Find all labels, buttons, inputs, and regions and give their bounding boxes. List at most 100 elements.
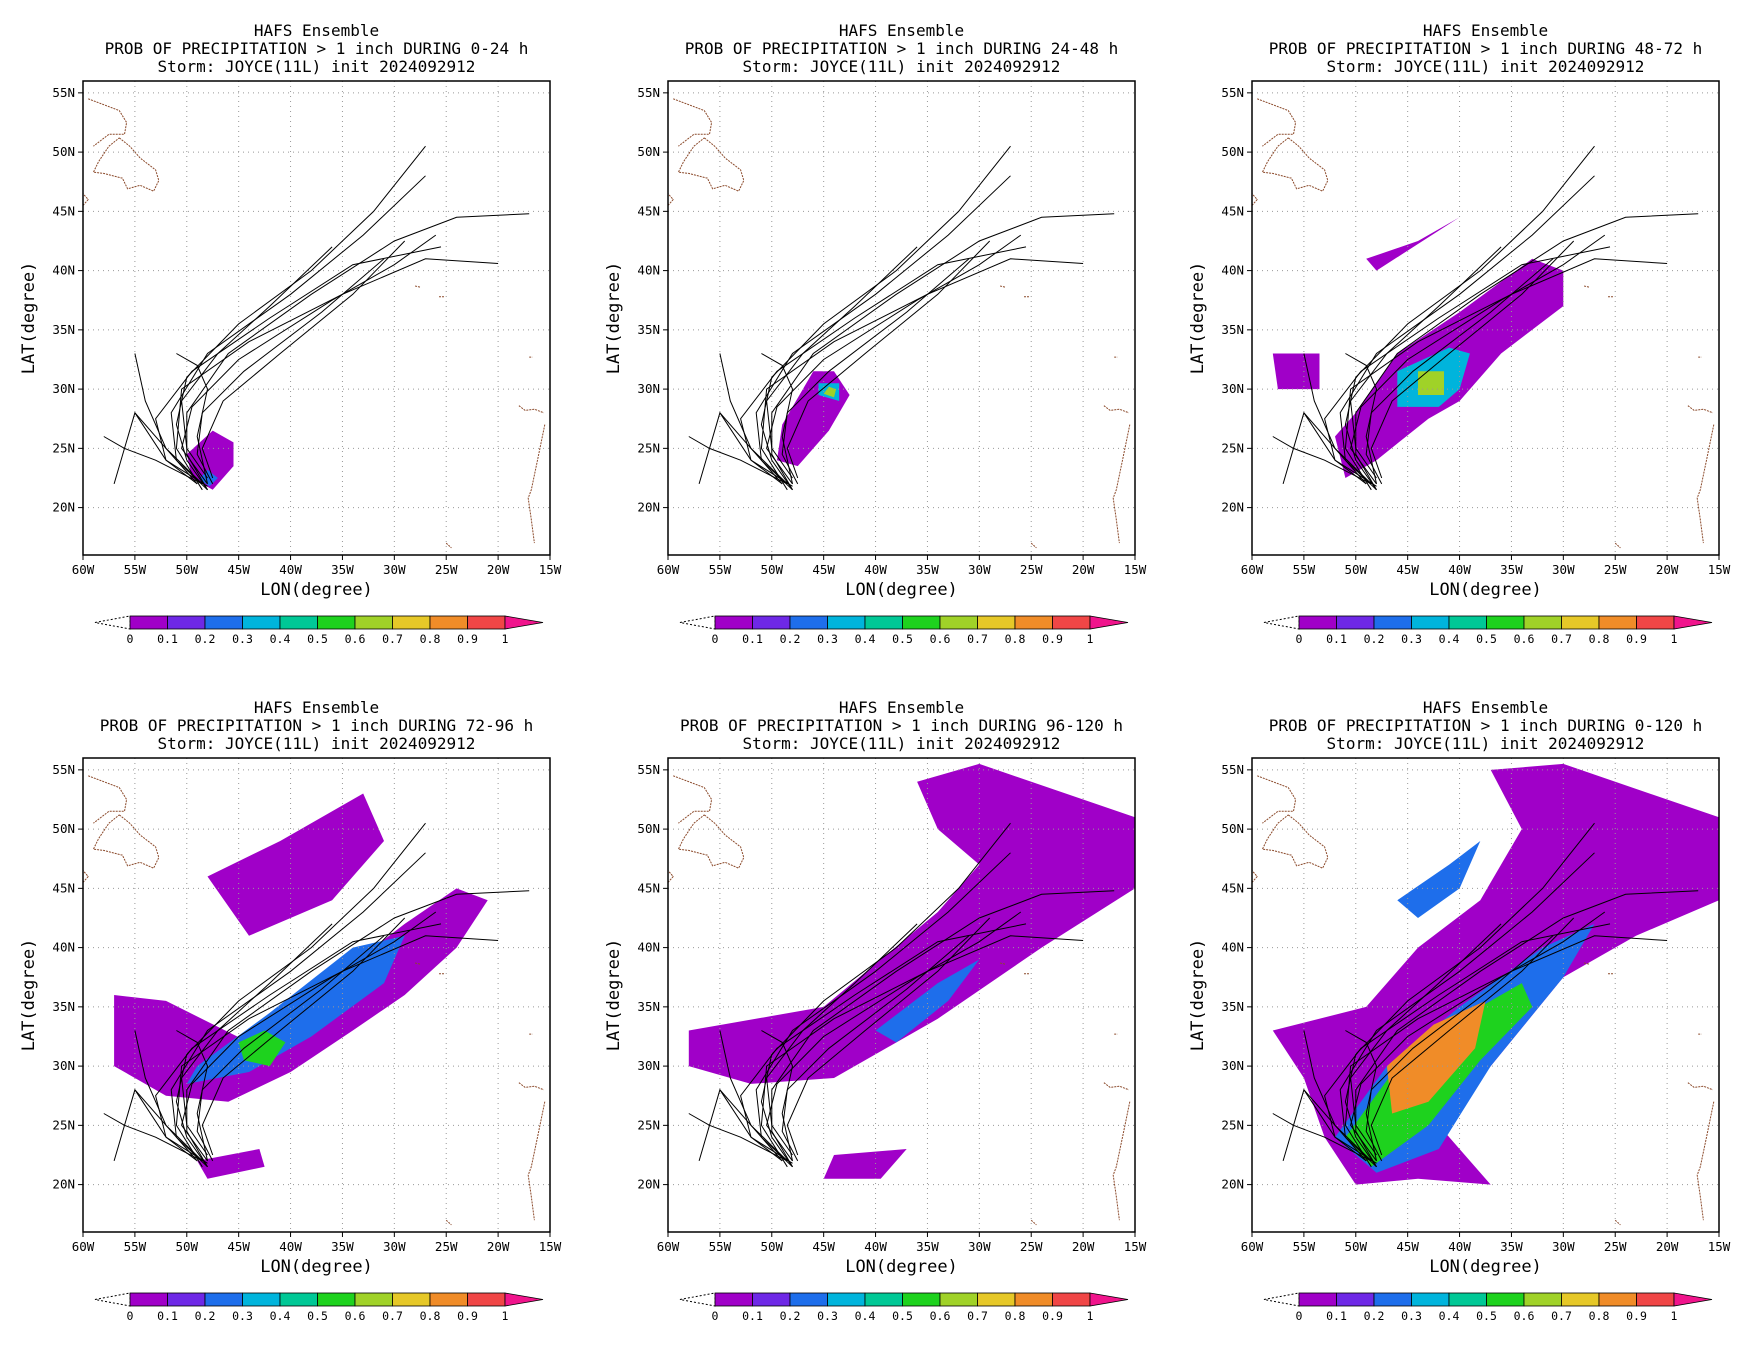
x-tick-label: 50W <box>1344 1239 1367 1254</box>
panel-storm-line: Storm: JOYCE(11L) init 2024092912 <box>743 57 1061 76</box>
y-tick-label: 30N <box>637 381 660 396</box>
y-axis-label: LAT(degree) <box>19 939 39 1052</box>
colorbar-label: 0.4 <box>1439 1309 1460 1323</box>
y-tick-label: 25N <box>1221 440 1244 455</box>
y-tick-label: 35N <box>1221 999 1244 1014</box>
x-tick-label: 35W <box>1500 1239 1523 1254</box>
plot-area <box>668 758 1135 1232</box>
x-tick-label: 20W <box>1072 1239 1095 1254</box>
x-tick-label: 60W <box>657 1239 680 1254</box>
coastline <box>92 814 160 869</box>
colorbar-label: 0.1 <box>742 1309 763 1323</box>
ensemble-track <box>766 923 918 1156</box>
coastline <box>999 285 1006 288</box>
colorbar-label: 0.9 <box>457 632 478 646</box>
y-tick-label: 45N <box>52 880 75 895</box>
colorbar-label: 0.3 <box>232 632 253 646</box>
colorbar-label: 0.5 <box>1476 1309 1497 1323</box>
y-tick-label: 40N <box>1221 263 1244 278</box>
colorbar-swatch <box>279 615 318 630</box>
panel-title: HAFS Ensemble <box>254 698 379 717</box>
coastline <box>1103 405 1129 414</box>
colorbar-swatch <box>242 615 281 630</box>
colorbar-label: 0.3 <box>1401 632 1422 646</box>
panel-frame <box>1251 757 1720 1233</box>
coastline <box>673 98 713 147</box>
colorbar-swatch <box>1636 1292 1675 1307</box>
colorbar-swatch <box>1014 615 1053 630</box>
x-tick-label: 50W <box>760 562 783 577</box>
x-tick-label: 45W <box>1396 562 1419 577</box>
colorbar-label: 0.9 <box>1042 1309 1063 1323</box>
x-tick-label: 25W <box>1020 562 1043 577</box>
x-tick-label: 35W <box>1500 562 1523 577</box>
y-axis-label: LAT(degree) <box>19 262 39 375</box>
y-tick-label: 30N <box>52 1058 75 1073</box>
y-tick-label: 45N <box>1221 203 1244 218</box>
colorbar-swatch <box>1486 1292 1525 1307</box>
colorbar-swatch <box>939 615 978 630</box>
colorbar-label: 0.2 <box>780 1309 801 1323</box>
ensemble-track <box>766 234 1022 485</box>
ensemble-track <box>113 1088 198 1162</box>
coastline <box>1583 962 1590 965</box>
x-tick-label: 15W <box>539 1239 562 1254</box>
x-tick-label: 15W <box>539 562 562 577</box>
x-tick-label: 30W <box>1552 562 1575 577</box>
colorbar-label: 0.4 <box>855 632 876 646</box>
x-tick-label: 55W <box>124 562 147 577</box>
colorbar-under-triangle <box>679 1292 716 1307</box>
ensemble-track <box>766 911 1022 1162</box>
y-tick-label: 50N <box>637 144 660 159</box>
coastline <box>1112 1101 1131 1221</box>
panel-title: HAFS Ensemble <box>1423 21 1548 40</box>
colorbar-swatch <box>1298 615 1337 630</box>
x-tick-label: 55W <box>1293 1239 1316 1254</box>
colorbar-label: 1 <box>502 632 509 646</box>
ensemble-track <box>1350 234 1606 485</box>
colorbar-label: 0.9 <box>457 1309 478 1323</box>
colorbar-swatch <box>392 615 431 630</box>
x-axis-label: LON(degree) <box>845 1257 958 1277</box>
x-tick-label: 40W <box>864 1239 887 1254</box>
colorbar-label: 0.7 <box>967 632 988 646</box>
ensemble-track <box>1370 917 1575 1156</box>
plot-area <box>83 81 550 555</box>
colorbar-label: 0.1 <box>742 632 763 646</box>
ensemble-track <box>1365 258 1554 485</box>
colorbar-label: 0.2 <box>1364 632 1385 646</box>
colorbar-label: 0.8 <box>1589 632 1610 646</box>
colorbar-swatch <box>317 1292 356 1307</box>
coastline <box>445 542 452 549</box>
coastline <box>1103 1082 1129 1091</box>
precip-probability-region <box>1272 353 1320 390</box>
precip-probability-region <box>207 793 384 936</box>
x-tick-label: 30W <box>968 562 991 577</box>
coastline <box>673 775 713 824</box>
colorbar-swatch <box>167 615 206 630</box>
y-tick-label: 25N <box>637 1117 660 1132</box>
ensemble-track <box>1303 412 1367 485</box>
x-tick-label: 55W <box>709 562 732 577</box>
colorbar-label: 0 <box>1296 632 1303 646</box>
colorbar-swatch <box>939 1292 978 1307</box>
ensemble-track <box>1350 911 1606 1162</box>
y-axis-label: LAT(degree) <box>1188 939 1208 1052</box>
colorbar-swatch <box>714 615 753 630</box>
colorbar-swatch <box>827 615 866 630</box>
y-tick-label: 45N <box>52 203 75 218</box>
coastline <box>1614 1219 1621 1226</box>
x-tick-label: 25W <box>435 1239 458 1254</box>
colorbar-swatch <box>1486 615 1525 630</box>
x-tick-label: 35W <box>331 562 354 577</box>
x-axis-label: LON(degree) <box>845 580 958 600</box>
ensemble-track <box>760 822 1011 1168</box>
ensemble-track <box>719 412 783 485</box>
ensemble-track <box>181 246 333 479</box>
colorbar-label: 0.6 <box>930 632 951 646</box>
colorbar-swatch <box>467 615 506 630</box>
y-tick-label: 20N <box>52 500 75 515</box>
colorbar-label: 0.7 <box>382 632 403 646</box>
ensemble-track <box>719 1030 788 1162</box>
